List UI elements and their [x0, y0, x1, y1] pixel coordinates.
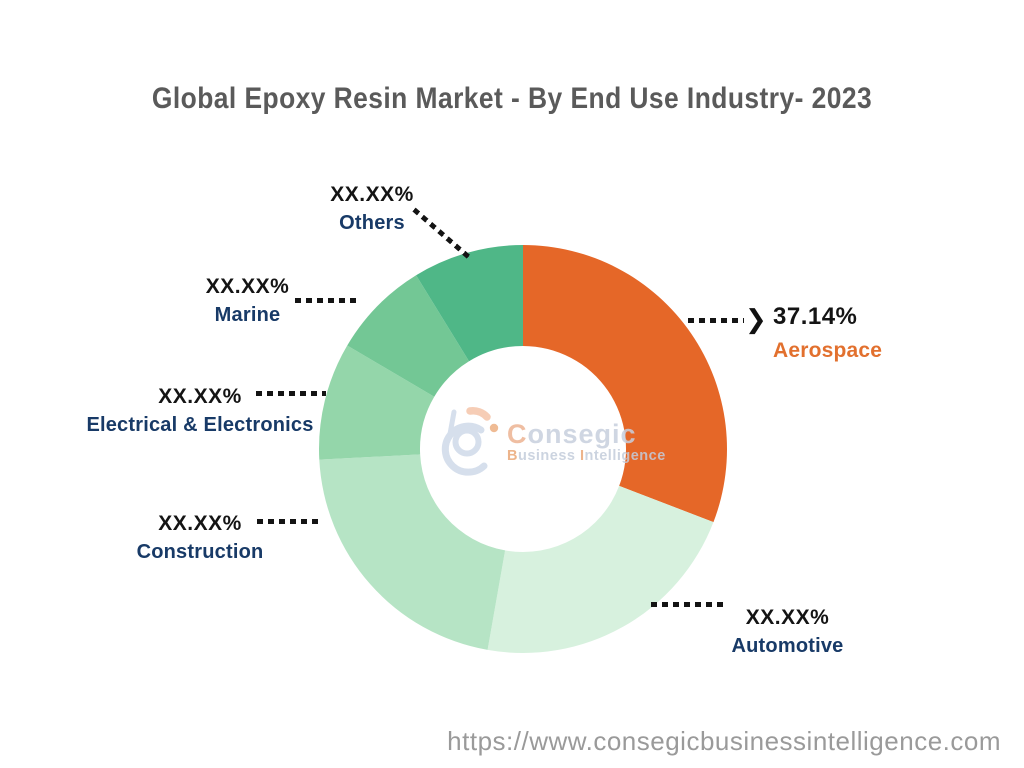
segment-construction [319, 454, 506, 650]
aerospace-value: 37.14% [773, 303, 858, 330]
segment-others [416, 245, 523, 362]
construction-label: Construction [136, 541, 264, 563]
electrical-electronics-value: XX.XX% [158, 385, 242, 408]
aerospace-leader-line [688, 318, 744, 323]
segment-electrical-electronics [319, 345, 435, 460]
callout-electrical-electronics: XX.XX% Electrical & Electronics [60, 385, 340, 437]
consegic-logo: Consegic Business Intelligence [436, 402, 666, 482]
donut-chart [318, 244, 728, 654]
logo-brand-name: Consegic [507, 419, 637, 450]
automotive-label: Automotive [731, 635, 844, 657]
segment-automotive [487, 485, 714, 653]
others-value: XX.XX% [330, 183, 414, 206]
chart-title: Global Epoxy Resin Market - By End Use I… [151, 82, 873, 115]
electrical-electronics-leader-line [256, 391, 326, 396]
construction-value: XX.XX% [158, 512, 242, 535]
electrical-electronics-label: Electrical & Electronics [86, 414, 314, 436]
callout-marine: XX.XX% Marine [185, 275, 310, 327]
callout-others: XX.XX% Others [313, 183, 431, 235]
automotive-value: XX.XX% [745, 606, 830, 629]
callout-automotive: XX.XX% Automotive [720, 606, 855, 658]
consegic-logo-text: Consegic Business Intelligence [507, 420, 666, 464]
callout-aerospace: 37.14% Aerospace [773, 303, 882, 363]
construction-leader-line [257, 519, 323, 524]
website-url[interactable]: https://www.consegicbusinessintelligence… [447, 726, 1001, 756]
segment-marine [347, 275, 470, 397]
callout-construction: XX.XX% Construction [65, 512, 335, 564]
donut-chart-svg [319, 245, 728, 653]
automotive-leader-line [651, 602, 727, 607]
marine-leader-line [295, 298, 359, 303]
others-label: Others [339, 212, 405, 234]
segment-aerospace [523, 245, 728, 523]
marine-value: XX.XX% [205, 275, 290, 298]
consegic-logo-mark-icon [441, 407, 499, 476]
aerospace-label: Aerospace [773, 339, 883, 362]
aerospace-arrow-head-icon: ❯ [745, 305, 767, 335]
logo-tagline: Business Intelligence [507, 447, 666, 464]
marine-label: Marine [214, 304, 281, 326]
